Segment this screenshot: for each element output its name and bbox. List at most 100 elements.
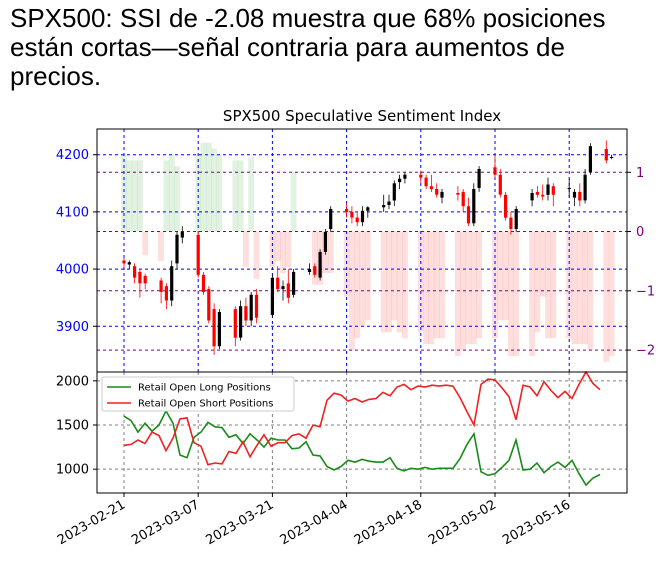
ssi-bar [582, 231, 588, 345]
ssi-bar [168, 154, 175, 232]
ssi-bar [550, 231, 557, 339]
candle-body [477, 169, 481, 188]
ssi-bar [248, 157, 255, 232]
candle-body [350, 211, 354, 218]
candle-body [493, 167, 497, 175]
candle-body [329, 209, 333, 229]
candle-body [138, 271, 142, 284]
candle-body [164, 286, 168, 301]
ssi-bar [364, 231, 371, 321]
x-tick-label: 2023-04-18 [352, 497, 425, 548]
price-tick-label: 3900 [56, 320, 89, 335]
candle-body [387, 201, 391, 205]
ssi-bar [502, 231, 509, 321]
ssi-tick-label: 1 [636, 166, 644, 181]
price-tick-label: 4100 [56, 205, 89, 220]
candle-body [307, 269, 312, 272]
ssi-bar [237, 160, 244, 232]
ssi-bar [439, 231, 445, 339]
x-tick-label: 2023-05-16 [500, 497, 573, 548]
candle-body [366, 207, 370, 211]
candle-body [244, 306, 248, 321]
candle-body [419, 174, 423, 178]
candle-body [572, 191, 577, 198]
candle-body [403, 174, 407, 179]
candle-body [318, 251, 322, 278]
candle-body [498, 174, 502, 195]
ssi-bar [380, 231, 387, 333]
ssi-bar [492, 231, 498, 339]
ssi-tick-label: −1 [636, 284, 655, 299]
ssi-bar [253, 231, 260, 279]
y-tick-label: 1000 [56, 463, 89, 478]
ssi-bar [455, 231, 461, 356]
x-tick-label: 2023-03-21 [203, 497, 276, 548]
ssi-bar [539, 231, 546, 297]
candle-body [392, 183, 396, 201]
ssi-bar [534, 231, 541, 333]
y-tick-label: 1500 [56, 418, 89, 433]
ssi-bar [121, 154, 127, 232]
candle-body [292, 271, 296, 295]
ssi-bar [465, 231, 472, 345]
ssi-bar [290, 172, 297, 232]
ssi-bar [195, 154, 202, 232]
x-tick-label: 2023-05-02 [426, 497, 499, 548]
ssi-bar [402, 231, 408, 339]
candle-body [217, 312, 221, 347]
ssi-tick-label: 0 [636, 225, 644, 240]
ssi-bar [396, 231, 403, 333]
candle-body [504, 194, 508, 218]
ssi-bar [386, 231, 392, 333]
ssi-bar [163, 160, 170, 232]
ssi-bar [576, 231, 583, 345]
candle-body [345, 209, 349, 212]
ssi-bar [211, 148, 217, 232]
candle-body [382, 205, 386, 208]
legend-label: Retail Open Short Positions [138, 399, 273, 410]
ssi-bar [529, 231, 535, 356]
candle-body [567, 187, 571, 189]
ssi-bar [571, 231, 578, 345]
ssi-bar [566, 231, 573, 339]
candle-body [509, 217, 513, 229]
candle-body [466, 206, 471, 224]
ssi-bar [603, 231, 610, 362]
candle-body [578, 191, 582, 201]
ssi-bar [243, 231, 249, 268]
candle-body [541, 194, 545, 197]
ssi-tick-label: −2 [636, 344, 655, 359]
candle-body [175, 234, 179, 264]
ssi-bar [142, 231, 149, 256]
long-positions-line [123, 409, 601, 487]
candle-body [281, 286, 285, 290]
candle-body [604, 149, 608, 161]
candle-body [610, 157, 614, 158]
ssi-bar [391, 231, 398, 321]
ssi-bar [126, 160, 133, 232]
candle-body [212, 309, 216, 347]
ssi-bar [608, 231, 615, 356]
ssi-bar [327, 231, 334, 273]
candle-body [551, 186, 555, 195]
ssi-bar [205, 142, 212, 232]
price-sentiment-panel: 3900 4000 4100 4200 1 0 −1 −2 [56, 128, 655, 373]
candle-body [270, 277, 274, 315]
ssi-bar [131, 160, 138, 232]
candle-body [127, 262, 131, 265]
candle-body [133, 266, 137, 278]
candle-body [535, 191, 539, 195]
ssi-bar [174, 166, 180, 232]
ssi-bar [274, 231, 281, 262]
ssi-bar [311, 231, 318, 285]
candle-body [122, 260, 126, 264]
x-tick-label: 2023-04-04 [278, 497, 351, 548]
ssi-bar [280, 231, 286, 273]
candle-body [239, 306, 243, 338]
candle-body [286, 283, 290, 298]
candle-body [180, 231, 184, 238]
headline: SPX500: SSI de -2.08 muestra que 68% pos… [10, 3, 606, 91]
ssi-bar [508, 231, 514, 356]
